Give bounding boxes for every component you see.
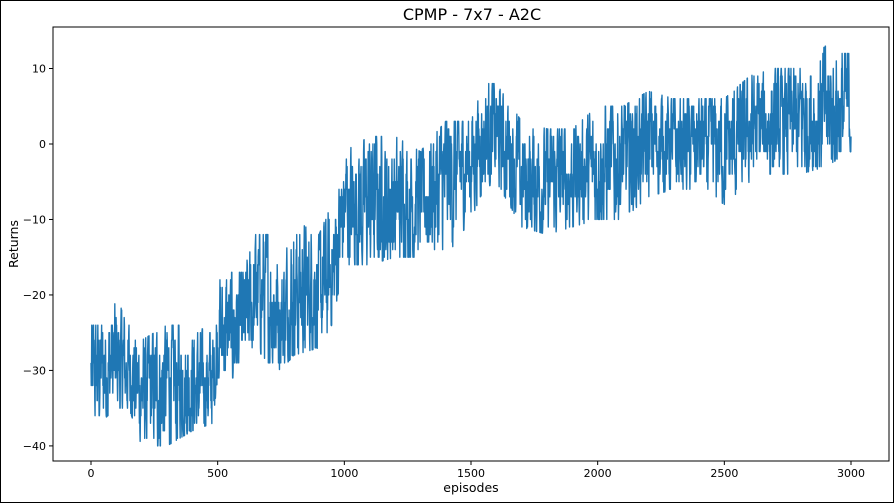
x-tick-label: 2500 [710, 467, 738, 480]
y-tick-label: −10 [23, 213, 46, 226]
x-tick-label: 1500 [457, 467, 485, 480]
x-tick-label: 500 [207, 467, 228, 480]
plot-area [90, 45, 852, 447]
x-tick-label: 2000 [584, 467, 612, 480]
y-tick-label: −40 [23, 440, 46, 453]
y-tick-label: 0 [39, 138, 46, 151]
x-tick-label: 3000 [837, 467, 865, 480]
axes: 0 500 1000 1500 2000 2500 3000 −40 −30 −20 −10 0 10 [23, 26, 890, 480]
x-axis-title: episodes [443, 480, 498, 495]
series-line-0 [90, 45, 852, 447]
y-axis-title: Returns [6, 220, 21, 268]
x-tick-label: 0 [88, 467, 95, 480]
y-tick-label: −30 [23, 364, 46, 377]
chart-title: CPMP - 7x7 - A2C [403, 5, 541, 24]
y-tick-label: −20 [23, 289, 46, 302]
x-tick-label: 1000 [330, 467, 358, 480]
y-tick-label: 10 [32, 63, 46, 76]
